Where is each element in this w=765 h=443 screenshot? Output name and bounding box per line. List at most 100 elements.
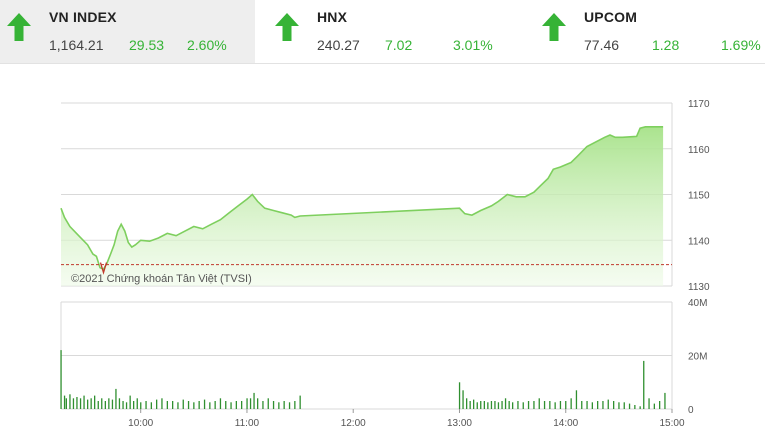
up-arrow-icon [275,13,299,41]
index-percent: 1.69% [721,37,761,53]
volume-bar [214,401,216,409]
volume-bar [607,399,609,409]
price-tick-label: 1130 [688,282,710,293]
index-value: 1,164.21 [49,37,104,53]
volume-y-axis: 0 20M 40M [688,298,707,416]
volume-bar [79,398,82,409]
up-arrow-icon [7,13,31,41]
volume-bar [161,398,163,409]
volume-bar [299,395,301,409]
volume-bar [177,402,179,409]
copyright-text: ©2021 Chứng khoán Tân Việt (TVSI) [71,273,252,285]
intraday-chart: ©2021 Chứng khoán Tân Việt (TVSI) 1130 11… [60,99,710,429]
price-area [61,126,664,286]
volume-bar [72,398,75,409]
volume-bar [63,395,66,409]
volume-bar [634,405,636,409]
volume-bar [90,398,92,409]
volume-tick-label: 0 [688,405,694,416]
volume-bar [182,399,184,409]
volume-bar [648,398,650,409]
volume-bar [94,395,96,409]
volume-bar [97,401,99,409]
volume-bar [83,395,85,409]
index-change: 7.02 [385,37,413,53]
volume-bar [145,401,147,409]
volume-bar [618,402,620,409]
volume-bar [253,392,255,409]
volume-bar [559,401,562,409]
index-value: 77.46 [584,37,620,53]
index-tile-hnx[interactable]: HNX 240.27 7.02 3.01% [268,0,523,63]
volume-bar [172,401,174,409]
index-bar: VN INDEX 1,164.21 29.53 2.60% HNX 240.27… [0,0,765,63]
reference-marker [99,262,108,275]
volume-bar [272,401,275,409]
volume-grid [60,301,673,410]
volume-bar [508,401,510,409]
volume-bar [133,401,135,409]
price-y-axis: 1130 1140 1150 1160 1170 [688,99,710,293]
volume-bar [517,401,519,409]
volume-bar [60,350,62,409]
volume-bar [497,402,500,409]
volume-bar [586,401,588,409]
volume-bar [69,394,71,409]
index-tile-upcom[interactable]: UPCOM 77.46 1.28 1.69% [535,0,765,63]
volume-bar [150,402,152,409]
volume-bar [480,401,482,409]
volume-bar [209,402,211,409]
volume-tick-label: 20M [688,352,707,363]
index-percent: 3.01% [453,37,493,53]
index-name: VN INDEX [49,9,117,25]
volume-bar [602,401,604,409]
volume-bar [476,402,478,409]
volume-bar [623,402,625,409]
volume-bar [187,401,190,409]
volume-bar [501,401,503,409]
index-name: UPCOM [584,9,638,25]
volume-bar [504,398,507,409]
volume-bar [643,360,645,409]
volume-bar [219,398,222,409]
header-divider [0,63,765,64]
volume-bar [653,403,655,409]
volume-bar [136,398,138,409]
volume-bars [60,350,666,410]
volume-bar [166,401,168,409]
volume-bar [156,399,158,409]
volume-bar [101,398,103,409]
volume-bar [129,395,131,409]
volume-bar [230,402,232,409]
volume-bar [639,406,641,409]
volume-bar [288,402,291,409]
volume-bar [613,401,615,409]
volume-bar [262,401,264,409]
price-tick-label: 1140 [688,236,710,247]
volume-bar [483,401,485,409]
index-percent: 2.60% [187,37,227,53]
time-tick-label: 11:00 [235,418,260,429]
volume-bar [294,401,296,409]
volume-bar [246,398,248,409]
time-tick-label: 15:00 [659,418,684,429]
volume-bar [494,401,496,409]
volume-bar [512,402,514,409]
volume-bar [458,382,461,410]
volume-bar [664,392,666,409]
volume-bar [235,401,237,409]
volume-bar [533,401,535,409]
price-tick-label: 1170 [688,99,710,110]
up-arrow-icon [542,13,566,41]
volume-bar [278,402,280,409]
volume-bar [249,398,252,409]
volume-bar [241,401,243,409]
time-tick-label: 13:00 [447,418,472,429]
index-change: 1.28 [652,37,680,53]
volume-bar [466,398,468,409]
index-tile-vnindex[interactable]: VN INDEX 1,164.21 29.53 2.60% [0,0,255,63]
volume-bar [140,402,142,409]
volume-bar [570,398,572,409]
time-tick-label: 14:00 [553,418,578,429]
volume-bar [549,401,551,409]
